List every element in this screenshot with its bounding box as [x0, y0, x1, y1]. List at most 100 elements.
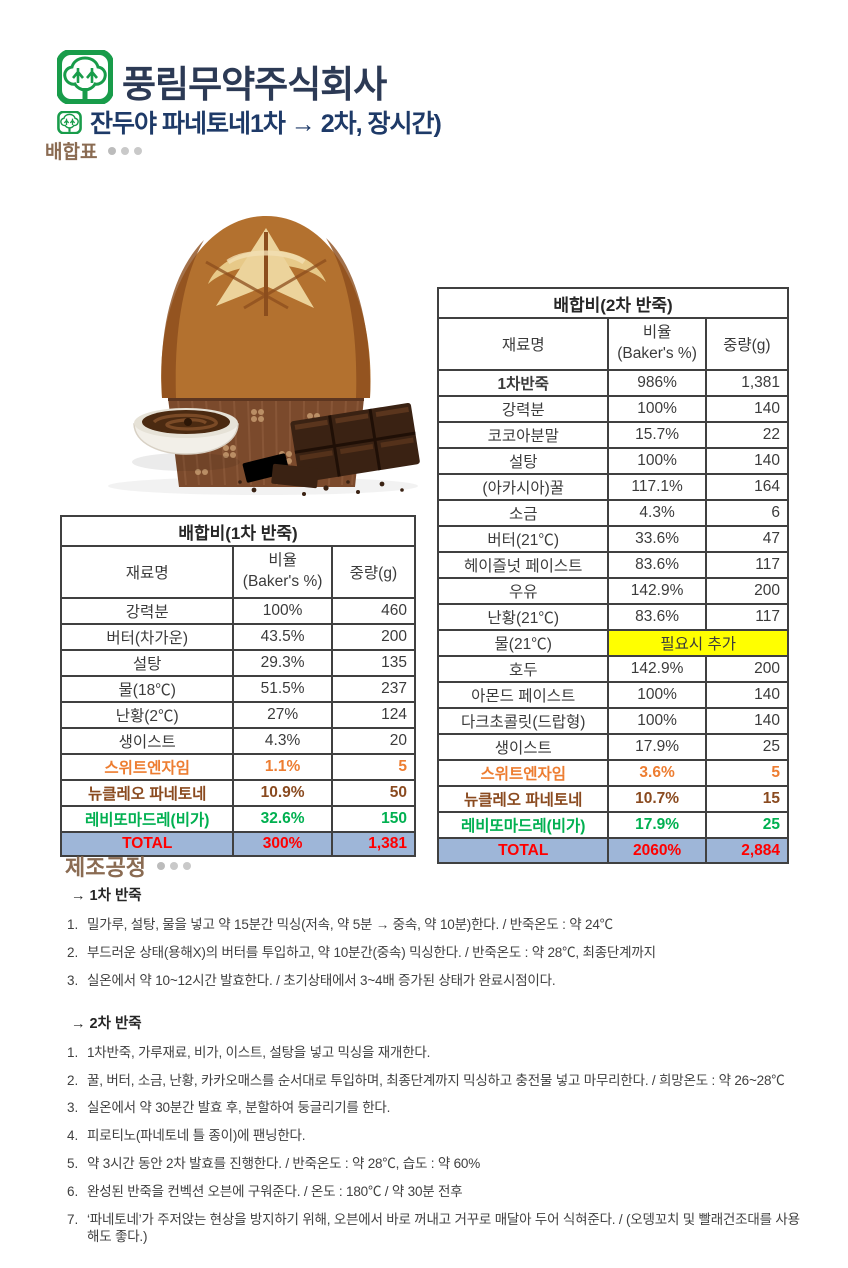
- ingredient-row: 아몬드 페이스트 100% 140: [436, 681, 790, 709]
- weight-cell: 237: [330, 675, 417, 703]
- total-row: TOTAL 300% 1,381: [59, 831, 417, 857]
- total-row: TOTAL 2060% 2,884: [436, 837, 790, 864]
- step-text: 약 3시간 동안 2차 발효를 진행한다. / 반죽온도 : 약 28℃, 습도…: [87, 1156, 481, 1172]
- weight-cell: 47: [704, 525, 790, 553]
- ingredient-name-cell: 헤이즐넛 페이스트: [436, 551, 610, 579]
- ingredient-row: (아카시아)꿀 117.1% 164: [436, 473, 790, 501]
- process-section: → 1차 반죽 1. 밀가루, 설탕, 물을 넣고 약 15분간 믹싱(저속, 약…: [65, 884, 805, 1268]
- step-number: 2.: [67, 1072, 79, 1088]
- ratio-cell: 142.9%: [607, 577, 707, 605]
- ingredient-name-cell: 호두: [436, 655, 610, 683]
- weight-cell: 200: [704, 577, 790, 605]
- ingredient-name-cell: 소금: [436, 499, 610, 527]
- weight-cell: 1,381: [330, 831, 417, 857]
- column-header-ratio: 비율 (Baker's %): [232, 545, 333, 599]
- ingredient-row: 우유 142.9% 200: [436, 577, 790, 605]
- step-text: 부드러운 상태(용해X)의 버터를 투입하고, 약 10분간(중속) 믹싱한다.…: [87, 944, 656, 960]
- chocolate-bar: [290, 402, 420, 483]
- weight-cell: 20: [330, 727, 417, 755]
- weight-cell: 2,884: [704, 837, 790, 864]
- step-number: 3.: [67, 1100, 79, 1116]
- ingredient-name-cell: 우유: [436, 577, 610, 605]
- weight-cell: 15: [704, 785, 790, 813]
- weight-cell: 164: [704, 473, 790, 501]
- ingredient-row: 뉴클레오 파네토네 10.9% 50: [59, 779, 417, 807]
- weight-cell: 460: [330, 597, 417, 625]
- ingredient-name-cell: 설탕: [436, 447, 610, 475]
- weight-cell: 140: [704, 707, 790, 735]
- ingredient-name-cell: 뉴클레오 파네토네: [59, 779, 235, 807]
- ratio-cell: 3.6%: [607, 759, 707, 787]
- process-step: 7. ‘파네토네’가 주저앉는 현상을 방지하기 위해, 오븐에서 바로 꺼내고 …: [67, 1212, 805, 1246]
- weight-cell: 150: [330, 805, 417, 833]
- ingredient-row: 난황(21℃) 83.6% 117: [436, 603, 790, 631]
- ratio-header-line1: 비율: [642, 324, 672, 342]
- column-header-ingredient: 재료명: [59, 545, 235, 599]
- weight-cell: 124: [330, 701, 417, 729]
- weight-cell: 50: [330, 779, 417, 807]
- ratio-cell: 100%: [232, 597, 333, 625]
- weight-cell: 140: [704, 681, 790, 709]
- ingredient-row: 1차반죽 986% 1,381: [436, 369, 790, 397]
- chocolate-spread-bowl: [132, 408, 240, 471]
- ratio-cell: 17.9%: [607, 811, 707, 839]
- ratio-cell: 300%: [232, 831, 333, 857]
- ratio-cell: 100%: [607, 447, 707, 475]
- mix-table-first-dough: 배합비(1차 반죽) 재료명 비율 (Baker's %) 중량(g) 강력분 1…: [59, 515, 417, 857]
- process-step: 1. 1차반죽, 가루재료, 비가, 이스트, 설탕을 넣고 믹싱을 재개한다.: [67, 1045, 805, 1062]
- highlight-note-cell: 필요시 추가: [607, 629, 789, 657]
- table2-body: 1차반죽 986% 1,381 강력분 100% 140 코코아분말 15.7% 22 설탕 100…: [436, 369, 790, 864]
- ingredient-row: 생이스트 17.9% 25: [436, 733, 790, 761]
- ratio-cell: 51.5%: [232, 675, 333, 703]
- ingredient-row: 물(18℃) 51.5% 237: [59, 675, 417, 703]
- weight-cell: 117: [704, 603, 790, 631]
- ingredient-row: 헤이즐넛 페이스트 83.6% 117: [436, 551, 790, 579]
- ratio-cell: 100%: [607, 681, 707, 709]
- ingredient-row: 난황(2℃) 27% 124: [59, 701, 417, 729]
- ratio-cell: 43.5%: [232, 623, 333, 651]
- table-header-row: 재료명 비율 (Baker's %) 중량(g): [436, 317, 790, 371]
- step-number: 2.: [67, 944, 79, 960]
- ratio-cell: 1.1%: [232, 753, 333, 781]
- ingredient-name-cell: (아카시아)꿀: [436, 473, 610, 501]
- ingredient-row: 뉴클레오 파네토네 10.7% 15: [436, 785, 790, 813]
- ingredient-name-cell: TOTAL: [59, 831, 235, 857]
- ratio-cell: 986%: [607, 369, 707, 397]
- ingredient-name-cell: 1차반죽: [436, 369, 610, 397]
- ingredient-row: 스위트엔자임 1.1% 5: [59, 753, 417, 781]
- step-text: 1차반죽, 가루재료, 비가, 이스트, 설탕을 넣고 믹싱을 재개한다.: [87, 1044, 431, 1060]
- ratio-cell: 15.7%: [607, 421, 707, 449]
- step-text: ‘파네토네’가 주저앉는 현상을 방지하기 위해, 오븐에서 바로 꺼내고 거꾸…: [87, 1211, 800, 1244]
- ratio-cell: 4.3%: [607, 499, 707, 527]
- ingredient-row: 물(21℃) 필요시 추가: [436, 629, 789, 657]
- ingredient-row: 레비또마드레(비가) 32.6% 150: [59, 805, 417, 833]
- ingredient-name-cell: 스위트엔자임: [436, 759, 610, 787]
- company-tree-logo-icon: [56, 49, 114, 105]
- step-number: 1.: [67, 1044, 79, 1060]
- ratio-cell: 2060%: [607, 837, 707, 864]
- ingredient-name-cell: 물(21℃): [436, 629, 610, 657]
- weight-cell: 200: [704, 655, 790, 683]
- weight-cell: 135: [330, 649, 417, 677]
- table2-title: 배합비(2차 반죽): [437, 287, 789, 319]
- step-text: 밀가루, 설탕, 물을 넣고 약 15분간 믹싱(저속, 약 5분 → 중속, …: [87, 917, 613, 932]
- column-header-weight: 중량(g): [704, 317, 790, 371]
- recipe-title: 잔두야 파네토네1차 → 2차, 장시간): [90, 110, 442, 138]
- ingredient-name-cell: 버터(21℃): [436, 525, 610, 553]
- process-steps-first: 1. 밀가루, 설탕, 물을 넣고 약 15분간 믹싱(저속, 약 5분 → 중속…: [65, 917, 805, 990]
- column-header-ingredient: 재료명: [436, 317, 610, 371]
- ingredient-row: 호두 142.9% 200: [436, 655, 790, 683]
- mix-ratio-heading: 배합표: [45, 137, 143, 164]
- ingredient-name-cell: 레비또마드레(비가): [59, 805, 235, 833]
- ingredient-row: 스위트엔자임 3.6% 5: [436, 759, 790, 787]
- step-text: 꿀, 버터, 소금, 난황, 카카오매스를 순서대로 투입하며, 최종단계까지 …: [87, 1072, 785, 1088]
- step-text: 피로티노(파네토네 틀 종이)에 팬닝한다.: [87, 1128, 306, 1144]
- ingredient-row: 소금 4.3% 6: [436, 499, 790, 527]
- panettone-bread: [161, 216, 371, 398]
- mix-table-second-dough: 배합비(2차 반죽) 재료명 비율 (Baker's %) 중량(g) 1차반죽…: [436, 287, 790, 864]
- weight-cell: 22: [704, 421, 790, 449]
- process-step: 6. 완성된 반죽을 컨벡션 오븐에 구워준다. / 온도 : 180℃ / 약 …: [67, 1184, 805, 1201]
- ingredient-name-cell: 강력분: [59, 597, 235, 625]
- column-header-weight: 중량(g): [330, 545, 417, 599]
- process-first-dough: → 1차 반죽 1. 밀가루, 설탕, 물을 넣고 약 15분간 믹싱(저속, 약…: [65, 884, 805, 990]
